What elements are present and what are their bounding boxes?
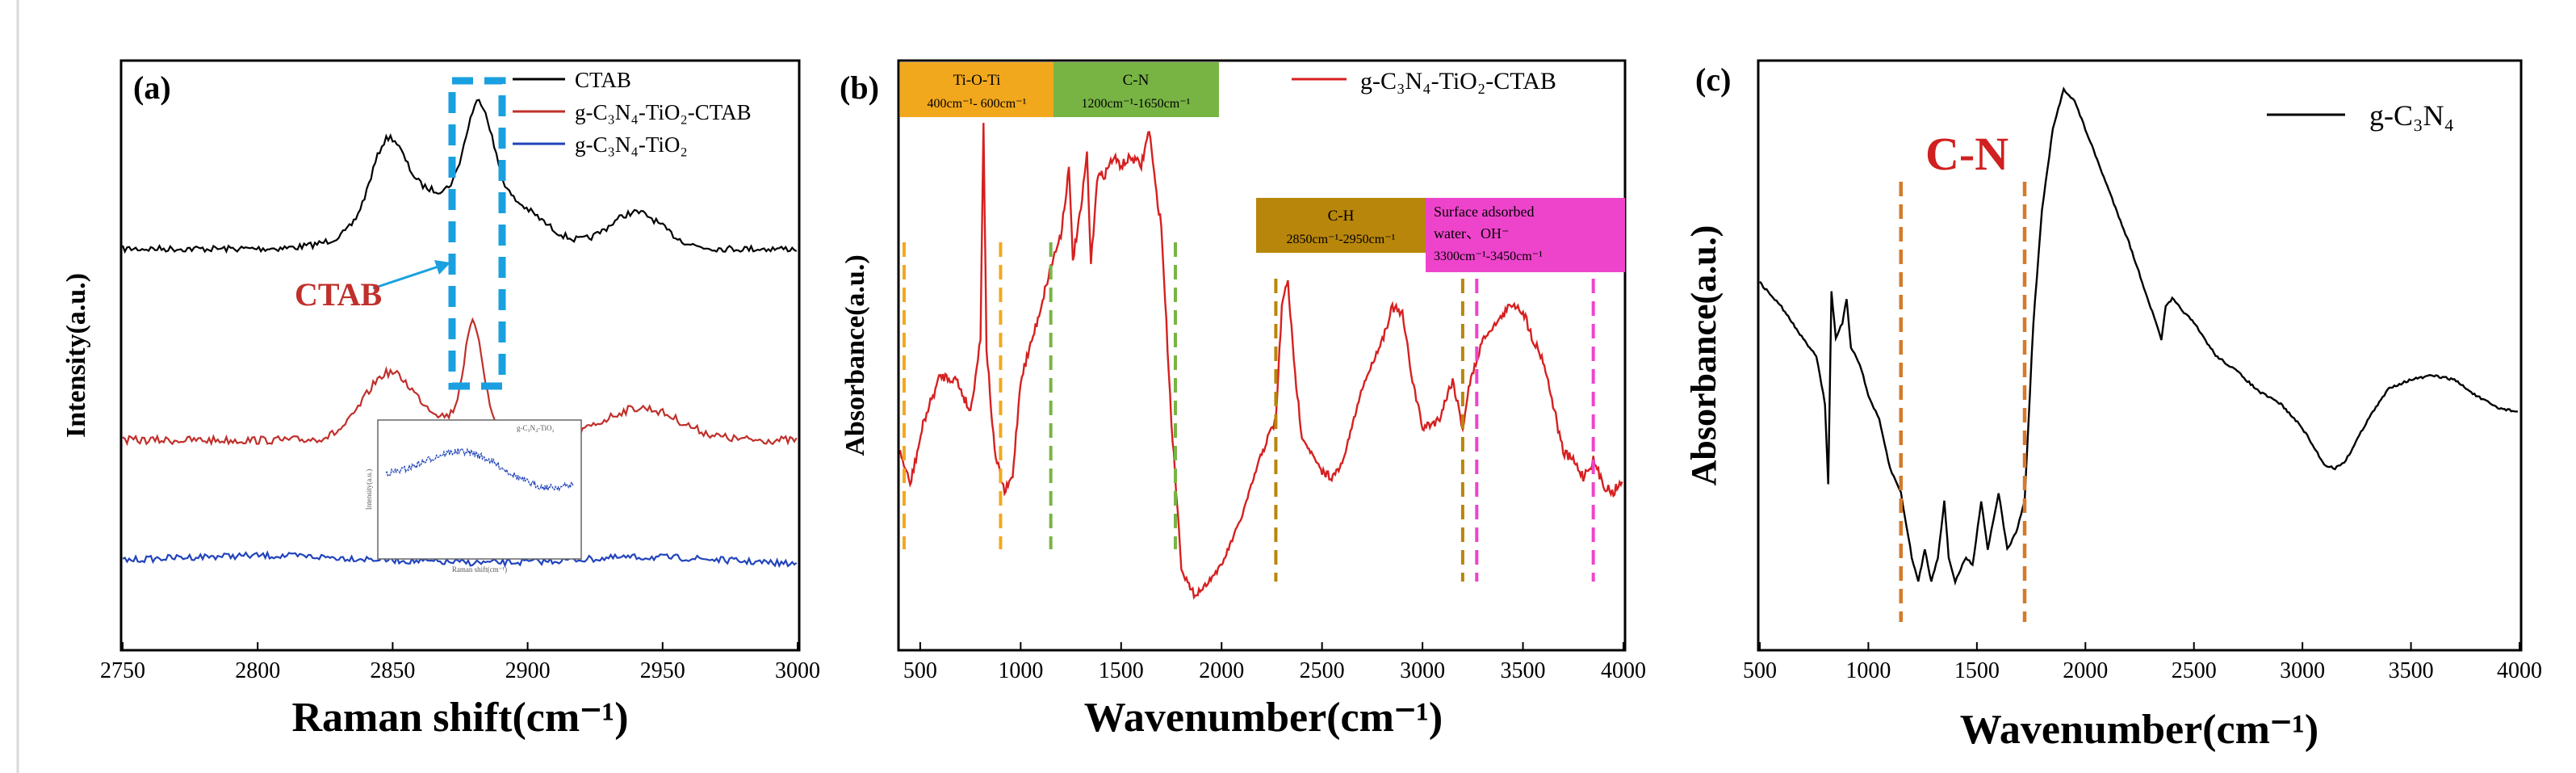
inset-legend: g-C₃N₄-TiO₂ [517, 424, 555, 432]
b-tick-label-2000: 2000 [1199, 658, 1244, 683]
series-gcn-tio2 [122, 550, 798, 569]
band-surface-title2: water、OH⁻ [1434, 225, 1509, 242]
c-tick-label-2000: 2000 [2063, 658, 2108, 683]
y-axis-label-b: Absorbance(a.u.) [840, 254, 870, 456]
x-axis-label-a: Raman shift(cm⁻¹) [291, 695, 628, 741]
series-b [898, 123, 1623, 600]
band-ti-o-ti-title: Ti-O-Ti [953, 72, 1001, 89]
x-axis-label-c: Wavenumber(cm⁻¹) [1960, 707, 2319, 753]
c-tick-label-2500: 2500 [2172, 658, 2217, 683]
c-tick-label-3000: 3000 [2280, 658, 2325, 683]
band-c-h-range: 2850cm⁻¹-2950cm⁻¹ [1287, 233, 1396, 246]
a-tick-label-2800: 2800 [235, 658, 280, 683]
a-tick-label-2950: 2950 [640, 658, 685, 683]
band-surface-water: Surface adsorbed water、OH⁻ 3300cm⁻¹-3450… [1426, 198, 1625, 272]
band-surface-range: 3300cm⁻¹-3450cm⁻¹ [1434, 250, 1543, 263]
c-tick-label-1500: 1500 [1954, 658, 2000, 683]
y-axis-label-a: Intensity(a.u.) [61, 273, 91, 438]
band-c-h-title: C-H [1328, 208, 1355, 225]
a-tick-label-2900: 2900 [505, 658, 551, 683]
b-tick-label-3500: 3500 [1501, 658, 1546, 683]
c-tick-label-4000: 4000 [2497, 658, 2542, 683]
a-tick-label-3000: 3000 [775, 658, 820, 683]
c-tick-label-3500: 3500 [2389, 658, 2434, 683]
b-tick-label-1500: 1500 [1099, 658, 1144, 683]
band-surface-title: Surface adsorbed [1434, 204, 1534, 220]
highlight-box [448, 77, 506, 390]
b-tick-label-4000: 4000 [1601, 658, 1646, 683]
b-tick-label-3000: 3000 [1400, 658, 1445, 683]
c-tick-label-1000: 1000 [1845, 658, 1891, 683]
legend-item-ctab: CTAB [575, 68, 631, 92]
legend-a: CTAB g-C₃N₄-TiO₂-CTAB g-C₃N₄-TiO₂ [513, 68, 752, 157]
c-tick-label-500: 500 [1743, 658, 1777, 683]
y-axis-label-c: Absorbance(a.u.) [1684, 225, 1724, 486]
band-c-n: C-N 1200cm⁻¹-1650cm⁻¹ [1053, 62, 1219, 117]
inset-ylabel: Intensity(a.u.) [365, 469, 373, 510]
panel-b: 500 1000 1500 2000 2500 3000 3500 4000 (b) Abso… [840, 59, 1646, 741]
b-tick-label-2500: 2500 [1300, 658, 1345, 683]
panel-label-b: (b) [840, 69, 879, 106]
annotation-arrow [372, 265, 439, 290]
legend-b: g-C₃N₄-TiO₂-CTAB [1292, 68, 1556, 95]
band-ti-o-ti-range: 400cm⁻¹- 600cm⁻¹ [928, 97, 1027, 111]
band-c-h: C-H 2850cm⁻¹-2950cm⁻¹ [1256, 198, 1426, 253]
inset-series [385, 447, 574, 492]
legend-item-c: g-C₃N₄ [2369, 99, 2454, 132]
band-c-n-title: C-N [1123, 72, 1150, 89]
b-tick-label-1000: 1000 [998, 658, 1043, 683]
band-ti-o-ti: Ti-O-Ti 400cm⁻¹- 600cm⁻¹ [900, 62, 1053, 117]
panel-a: 2750 2800 2850 2900 2950 3000 (a) Intensity(a… [61, 59, 820, 741]
panel-label-a: (a) [133, 69, 171, 106]
series-ctab [121, 99, 798, 254]
band-c-n-range: 1200cm⁻¹-1650cm⁻¹ [1082, 97, 1191, 111]
legend-item-gcn-tio2: g-C₃N₄-TiO₂ [575, 132, 688, 157]
a-tick-label-2850: 2850 [370, 658, 415, 683]
panel-label-c: (c) [1695, 61, 1731, 98]
legend-item-gcn-tio2-ctab: g-C₃N₄-TiO₂-CTAB [575, 100, 752, 124]
inset-plot: g-C₃N₄-TiO₂ Raman shift(cm⁻¹) Intensity(… [365, 419, 582, 573]
b-tick-label-500: 500 [903, 658, 937, 683]
series-c [1759, 86, 2519, 586]
legend-c: g-C₃N₄ [2267, 99, 2454, 132]
panel-c: 500 1000 1500 2000 2500 3000 3500 4000 (c) Abso… [1684, 59, 2542, 753]
annotation-c-n: C-N [1925, 128, 2008, 180]
annotation-ctab: CTAB [295, 276, 382, 313]
a-tick-label-2750: 2750 [100, 658, 145, 683]
inset-xlabel: Raman shift(cm⁻¹) [452, 565, 507, 573]
legend-item-b: g-C₃N₄-TiO₂-CTAB [1360, 68, 1556, 95]
x-axis-label-b: Wavenumber(cm⁻¹) [1084, 695, 1443, 741]
